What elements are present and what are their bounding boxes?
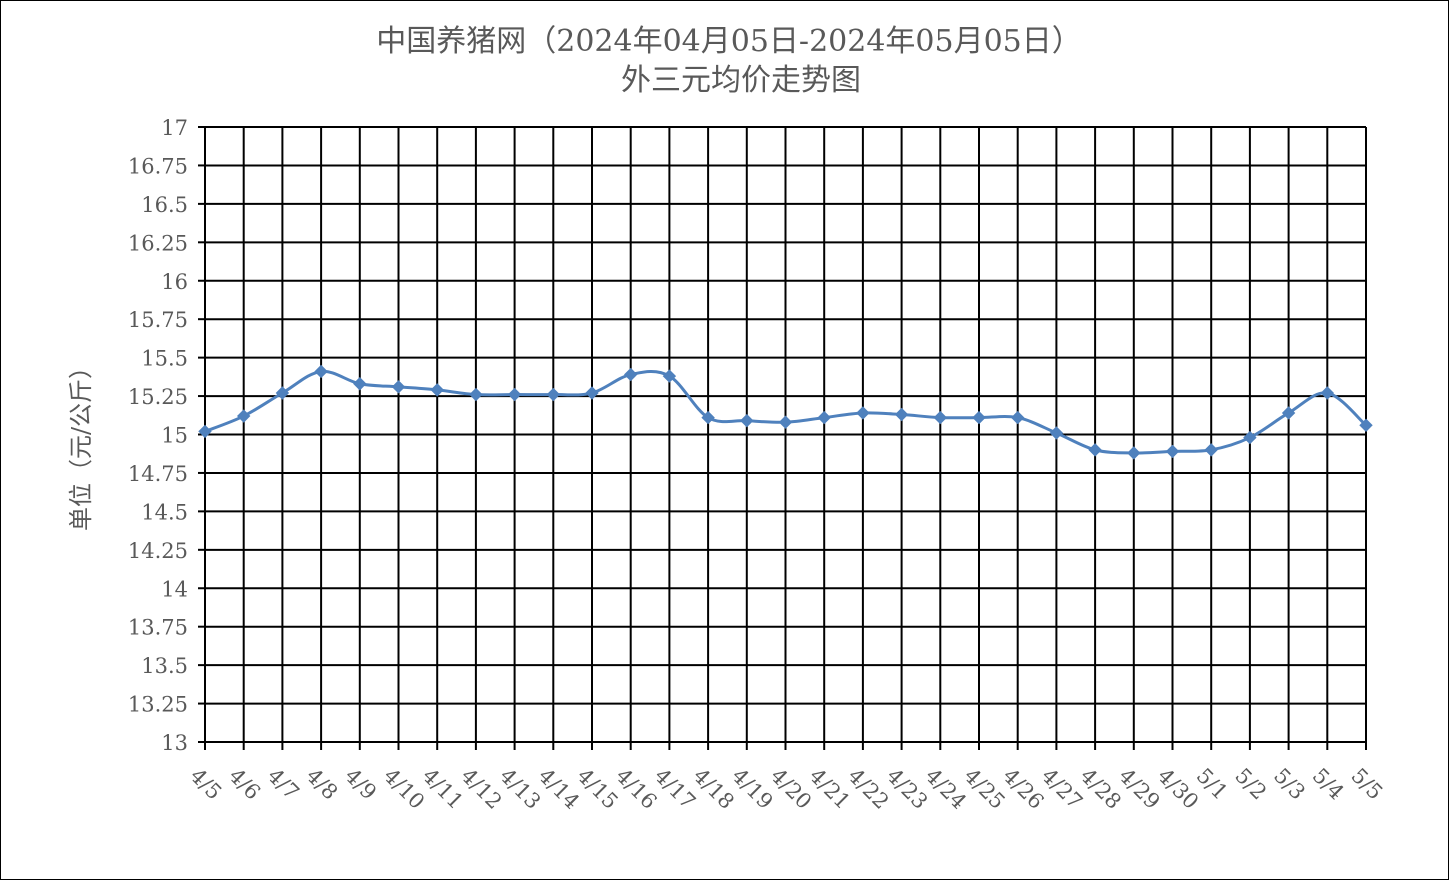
y-tick-labels: 13 13.25 13.5 13.75 14 14.25 14.5 14.75 15 15.25 1… [128, 116, 188, 755]
data-point [701, 410, 715, 425]
data-point [507, 387, 522, 402]
x-tick-label: 4/14 [534, 764, 584, 814]
data-point [894, 407, 909, 422]
x-tick-label: 4/28 [1076, 764, 1126, 814]
x-tick-label: 4/20 [766, 764, 816, 814]
x-tick-label: 4/22 [843, 764, 893, 814]
data-point [662, 369, 677, 383]
data-point [972, 410, 986, 425]
data-point [856, 406, 870, 420]
data-point [1127, 446, 1141, 460]
chart-title: 中国养猪网（2024年04月05日-2024年05月05日） [376, 24, 1082, 59]
data-point [236, 409, 251, 423]
data-point [778, 415, 793, 429]
data-point [430, 383, 444, 397]
y-tick-label: 15.25 [128, 385, 188, 409]
x-tick-label: 4/21 [805, 764, 855, 814]
x-tick-label: 4/23 [882, 764, 932, 814]
data-point [1359, 418, 1373, 432]
x-tick-label: 4/10 [379, 764, 429, 814]
y-tick-label: 14.25 [128, 539, 188, 563]
x-tick-label: 4/13 [495, 764, 545, 814]
x-tick-label: 4/7 [263, 764, 304, 805]
x-tick-label: 5/2 [1230, 764, 1271, 805]
y-tick-label: 14.75 [128, 462, 188, 486]
data-point [1010, 410, 1025, 425]
y-tick-label: 13 [161, 731, 188, 755]
data-point [1281, 406, 1296, 420]
x-tick-label: 4/26 [998, 764, 1048, 814]
data-point [1204, 443, 1218, 457]
y-tick-label: 15 [161, 424, 188, 448]
data-point [1165, 444, 1180, 459]
y-tick-label: 13.75 [128, 616, 188, 640]
y-tick-label: 14 [161, 577, 188, 601]
y-axis-label: 单位（元/公斤） [67, 355, 95, 531]
x-tick-label: 4/15 [572, 764, 622, 814]
data-point [933, 410, 948, 425]
data-point [740, 413, 754, 428]
y-tick-label: 13.5 [141, 654, 188, 678]
x-tick-label: 4/6 [224, 764, 265, 805]
data-point [391, 380, 406, 394]
data-point [623, 367, 638, 382]
series-markers [198, 364, 1373, 460]
data-point [1088, 443, 1102, 457]
axes [198, 126, 1367, 750]
x-tick-label: 4/27 [1037, 764, 1087, 814]
data-point [1049, 426, 1064, 440]
y-tick-label: 16.5 [141, 193, 188, 217]
x-tick-label: 4/16 [611, 764, 661, 814]
x-tick-labels: 4/54/64/74/84/94/104/114/124/134/144/154… [185, 764, 1387, 814]
x-tick-label: 4/25 [959, 764, 1009, 814]
chart-subtitle: 外三元均价走势图 [621, 63, 861, 98]
x-tick-label: 4/30 [1153, 764, 1203, 814]
y-tick-label: 13.25 [128, 693, 188, 717]
x-tick-label: 4/8 [302, 764, 343, 805]
data-point [469, 387, 483, 402]
data-point [817, 410, 831, 425]
data-point [314, 364, 328, 379]
x-tick-label: 4/18 [689, 764, 739, 814]
data-point [353, 377, 367, 391]
data-point [585, 386, 599, 400]
data-point [198, 424, 212, 439]
data-point [546, 387, 561, 402]
y-tick-label: 16 [161, 270, 188, 294]
y-tick-label: 15.75 [128, 308, 188, 332]
y-tick-label: 15.5 [141, 347, 188, 371]
x-tick-label: 4/12 [456, 764, 506, 814]
x-tick-label: 4/24 [921, 764, 971, 814]
y-tick-label: 16.75 [128, 154, 188, 178]
x-tick-label: 5/4 [1308, 764, 1349, 805]
y-tick-label: 16.25 [128, 231, 188, 255]
y-tick-label: 14.5 [141, 500, 188, 524]
data-point [1243, 430, 1257, 445]
x-tick-label: 4/29 [1114, 764, 1164, 814]
x-tick-label: 4/11 [418, 764, 468, 814]
x-tick-label: 4/19 [727, 764, 777, 814]
x-tick-label: 5/3 [1269, 764, 1310, 805]
grid-lines [204, 126, 1367, 743]
x-tick-label: 4/9 [340, 764, 381, 805]
y-tick-label: 17 [161, 116, 188, 140]
x-tick-label: 4/5 [185, 764, 226, 805]
x-tick-label: 5/5 [1346, 764, 1387, 805]
x-tick-label: 4/17 [650, 764, 700, 814]
data-point [1320, 386, 1335, 400]
data-point [275, 386, 290, 400]
